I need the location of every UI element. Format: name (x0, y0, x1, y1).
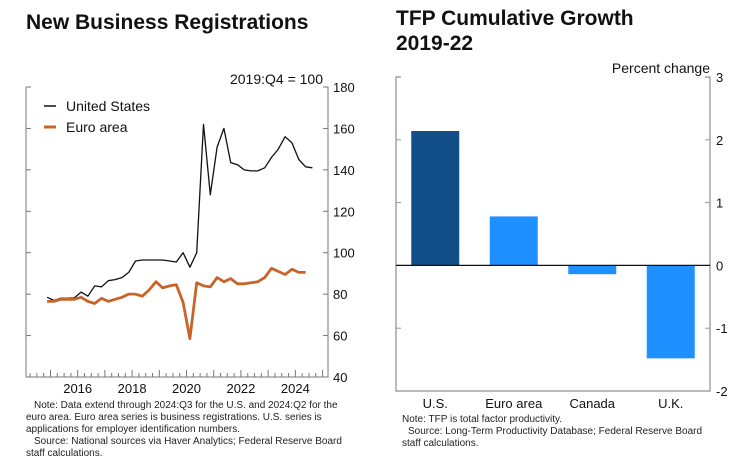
right-chart: Percent change -2 -1 0 1 2 3 U.S. Euro area Cana… (395, 60, 728, 411)
y-tick-label: 80 (333, 287, 347, 302)
left-unit-label: 2019:Q4 = 100 (230, 71, 323, 87)
x-tick-label: 2024 (281, 381, 310, 396)
series-line-euro-area (47, 266, 306, 341)
legend-label-us: United States (66, 98, 150, 114)
y-tick-label: -1 (716, 321, 728, 336)
left-chart-title: New Business Registrations (26, 11, 309, 34)
x-tick-label: 2022 (226, 381, 255, 396)
left-note: Note: Data extend through 2024:Q3 for th… (26, 400, 338, 435)
y-tick-label: 3 (716, 70, 723, 85)
right-source: Source: Long-Term Productivity Database;… (402, 426, 703, 449)
left-notes: Note: Data extend through 2024:Q3 for th… (26, 400, 346, 460)
x-tick-label: 2020 (172, 381, 201, 396)
bar-u-s (411, 131, 460, 266)
bar-euro-area (489, 216, 538, 266)
legend-label-euro: Euro area (66, 119, 128, 135)
y-tick-label: 40 (333, 370, 347, 385)
y-tick-label: 1 (716, 196, 723, 211)
y-tick-label: 180 (333, 80, 355, 95)
left-source: Source: National sources via Haver Analy… (26, 436, 342, 459)
bar-u-k (646, 265, 695, 359)
right-chart-title-line2: 2019-22 (396, 32, 474, 55)
x-tick-label: 2018 (118, 381, 147, 396)
x-category-label: Canada (569, 396, 615, 411)
right-notes: Note: TFP is total factor productivity. … (402, 414, 722, 450)
plot-frame (25, 86, 329, 378)
y-tick-label: 60 (333, 329, 347, 344)
bar-canada (568, 265, 617, 275)
right-chart-title-line1: TFP Cumulative Growth (396, 7, 634, 30)
right-note: Note: TFP is total factor productivity. (402, 414, 563, 425)
x-category-label: U.K. (658, 396, 683, 411)
x-category-label: Euro area (485, 396, 543, 411)
y-tick-label: 120 (333, 204, 355, 219)
plot-frame (395, 76, 711, 392)
series-line-united-states (46, 123, 313, 302)
x-category-label: U.S. (423, 396, 448, 411)
legend: United States Euro area (44, 98, 150, 135)
y-tick-label: 2 (716, 133, 723, 148)
x-tick-label: 2016 (63, 381, 92, 396)
y-tick-label: 140 (333, 163, 355, 178)
y-tick-label: 100 (333, 246, 355, 261)
y-tick-label: 0 (716, 258, 723, 273)
left-chart: 2019:Q4 = 100 United States Euro area 40… (25, 71, 355, 396)
y-tick-label: 160 (333, 121, 355, 136)
right-ylabel: Percent change (612, 60, 710, 76)
y-tick-label: -2 (716, 384, 728, 399)
